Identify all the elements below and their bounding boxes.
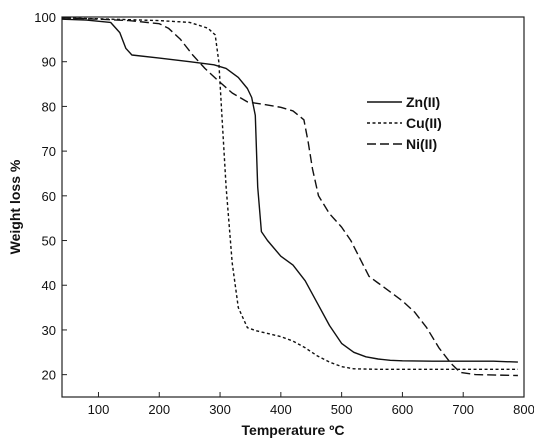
y-axis-ticks: 20 30 40 50 60 70 80 90 100 [34,10,67,383]
x-tick-label: 300 [209,402,231,417]
legend-label: Ni(II) [406,136,437,152]
series-line-zn-ii [61,18,518,363]
series-line-ni-ii [61,17,518,377]
x-tick-label: 500 [331,402,353,417]
x-tick-label: 600 [392,402,414,417]
x-tick-label: 700 [452,402,474,417]
series-layer [61,17,518,377]
x-axis-title: Temperature ºC [242,422,345,438]
y-tick-label: 90 [42,55,56,70]
legend-label: Zn(II) [406,94,440,110]
y-tick-label: 40 [42,278,56,293]
y-tick-label: 50 [42,234,56,249]
legend-label: Cu(II) [406,115,442,131]
x-tick-label: 800 [513,402,534,417]
y-axis-title: Weight loss % [7,159,23,254]
y-tick-label: 30 [42,323,56,338]
plot-frame [61,16,525,398]
y-tick-label: 80 [42,99,56,114]
x-tick-label: 200 [148,402,170,417]
y-tick-label: 60 [42,189,56,204]
x-axis-ticks: 100 200 300 400 500 600 700 800 [88,392,534,417]
legend: Zn(II) Cu(II) Ni(II) [367,94,442,152]
series-line-cu-ii [61,17,518,370]
x-tick-label: 100 [88,402,110,417]
y-tick-label: 20 [42,368,56,383]
y-tick-label: 70 [42,144,56,159]
x-tick-label: 400 [270,402,292,417]
y-tick-label: 100 [34,10,56,25]
